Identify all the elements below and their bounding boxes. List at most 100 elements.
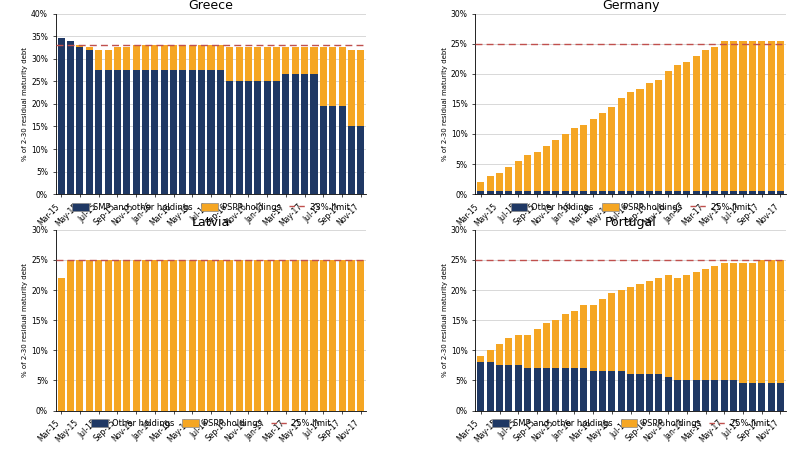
Bar bbox=[749, 383, 756, 410]
Bar bbox=[758, 260, 765, 383]
Bar bbox=[357, 260, 364, 410]
Bar bbox=[236, 260, 243, 410]
Bar bbox=[226, 47, 233, 81]
Bar bbox=[283, 260, 290, 410]
Bar bbox=[133, 70, 140, 194]
Bar bbox=[674, 65, 681, 191]
Bar bbox=[123, 70, 130, 194]
Bar bbox=[580, 305, 588, 369]
Bar bbox=[674, 380, 681, 410]
Bar bbox=[646, 83, 653, 191]
Bar bbox=[291, 75, 299, 194]
Bar bbox=[768, 40, 775, 191]
Bar bbox=[515, 335, 522, 365]
Bar bbox=[665, 191, 672, 194]
Bar bbox=[226, 81, 233, 194]
Bar bbox=[330, 106, 336, 194]
Bar bbox=[496, 365, 503, 410]
Bar bbox=[160, 260, 168, 410]
Bar bbox=[310, 260, 318, 410]
Bar bbox=[534, 329, 541, 369]
Bar bbox=[273, 81, 280, 194]
Bar bbox=[618, 191, 625, 194]
Bar bbox=[95, 70, 102, 194]
Bar bbox=[207, 45, 214, 70]
Legend: Other holdings, PSPP holdings, 25% limit: Other holdings, PSPP holdings, 25% limit bbox=[509, 201, 753, 213]
Bar bbox=[590, 371, 597, 410]
Bar bbox=[264, 260, 271, 410]
Bar bbox=[739, 40, 746, 191]
Bar bbox=[123, 47, 130, 70]
Bar bbox=[291, 260, 299, 410]
Bar bbox=[67, 260, 74, 410]
Bar bbox=[608, 191, 615, 194]
Bar bbox=[749, 40, 756, 191]
Bar bbox=[58, 278, 64, 410]
Bar bbox=[637, 284, 643, 374]
Bar bbox=[655, 80, 662, 191]
Bar bbox=[477, 191, 484, 194]
Bar bbox=[170, 45, 177, 70]
Bar bbox=[320, 47, 327, 106]
Bar bbox=[330, 47, 336, 106]
Bar bbox=[506, 338, 512, 365]
Bar bbox=[142, 260, 149, 410]
Bar bbox=[646, 374, 653, 410]
Bar bbox=[67, 40, 74, 194]
Bar bbox=[338, 260, 345, 410]
Bar bbox=[711, 47, 719, 191]
Bar bbox=[133, 45, 140, 70]
Bar bbox=[730, 40, 737, 191]
Bar bbox=[655, 191, 662, 194]
Bar bbox=[534, 369, 541, 410]
Bar bbox=[524, 335, 531, 369]
Bar bbox=[283, 75, 290, 194]
Bar bbox=[105, 50, 111, 70]
Bar bbox=[179, 260, 187, 410]
Bar bbox=[58, 38, 64, 194]
Bar bbox=[487, 362, 494, 410]
Bar bbox=[684, 62, 690, 191]
Bar bbox=[133, 260, 140, 410]
Bar bbox=[487, 350, 494, 362]
Bar bbox=[86, 260, 93, 410]
Bar bbox=[198, 260, 205, 410]
Bar bbox=[739, 383, 746, 410]
Bar bbox=[477, 182, 484, 191]
Bar bbox=[627, 92, 634, 191]
Bar bbox=[310, 47, 318, 75]
Bar bbox=[580, 369, 588, 410]
Bar bbox=[207, 70, 214, 194]
Bar bbox=[198, 45, 205, 70]
Bar bbox=[665, 71, 672, 191]
Bar bbox=[571, 128, 578, 191]
Bar bbox=[283, 47, 290, 75]
Bar bbox=[320, 260, 327, 410]
Bar bbox=[198, 70, 205, 194]
Bar bbox=[637, 89, 643, 191]
Bar bbox=[105, 70, 111, 194]
Bar bbox=[76, 45, 83, 47]
Bar bbox=[179, 45, 187, 70]
Legend: Other holdings, PSPP holdings, 25% limit: Other holdings, PSPP holdings, 25% limit bbox=[89, 417, 333, 430]
Bar bbox=[777, 40, 784, 191]
Title: Latvia: Latvia bbox=[192, 216, 230, 229]
Bar bbox=[768, 383, 775, 410]
Bar bbox=[674, 278, 681, 380]
Bar bbox=[160, 45, 168, 70]
Bar bbox=[543, 323, 550, 369]
Bar bbox=[534, 191, 541, 194]
Bar bbox=[348, 50, 355, 126]
Bar bbox=[496, 173, 503, 191]
Bar bbox=[348, 126, 355, 194]
Bar bbox=[692, 380, 700, 410]
Bar bbox=[123, 260, 130, 410]
Bar bbox=[487, 176, 494, 191]
Bar bbox=[561, 369, 569, 410]
Bar bbox=[348, 260, 355, 410]
Bar bbox=[684, 275, 690, 380]
Bar bbox=[608, 107, 615, 191]
Bar bbox=[189, 70, 196, 194]
Bar bbox=[721, 40, 728, 191]
Bar bbox=[618, 290, 625, 371]
